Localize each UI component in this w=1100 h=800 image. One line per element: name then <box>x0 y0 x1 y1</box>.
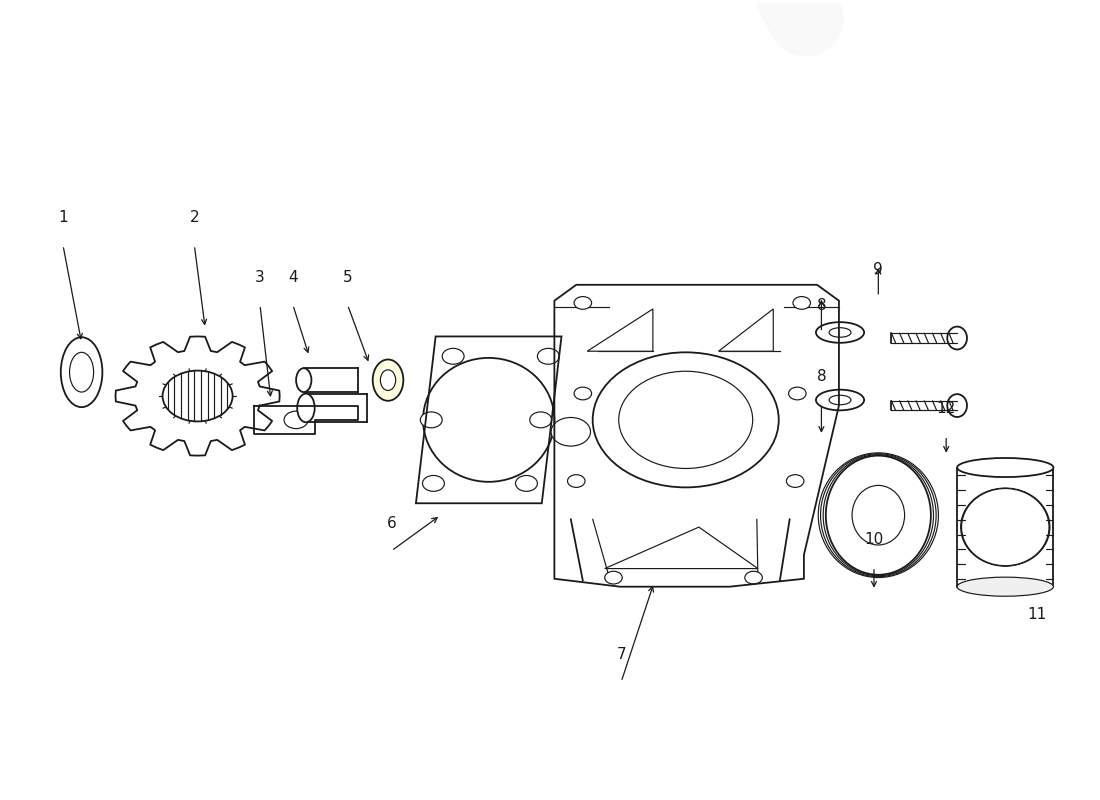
Text: 5: 5 <box>343 270 352 285</box>
Ellipse shape <box>947 326 967 350</box>
Text: 8: 8 <box>816 298 826 313</box>
Circle shape <box>530 412 551 428</box>
Circle shape <box>789 387 806 400</box>
Circle shape <box>420 412 442 428</box>
Text: 2: 2 <box>189 210 199 226</box>
Text: 4: 4 <box>288 270 298 285</box>
Ellipse shape <box>296 368 311 392</box>
Circle shape <box>593 352 779 487</box>
Circle shape <box>538 348 559 364</box>
Text: 10: 10 <box>865 532 883 547</box>
Circle shape <box>551 418 591 446</box>
Circle shape <box>605 571 623 584</box>
Circle shape <box>793 297 811 310</box>
Circle shape <box>574 387 592 400</box>
Circle shape <box>442 348 464 364</box>
Text: 11: 11 <box>1027 607 1047 622</box>
Circle shape <box>422 475 444 491</box>
Circle shape <box>618 371 752 469</box>
Circle shape <box>516 475 538 491</box>
Circle shape <box>163 370 232 422</box>
Ellipse shape <box>373 359 404 401</box>
Circle shape <box>568 474 585 487</box>
Text: 12: 12 <box>936 401 956 416</box>
Ellipse shape <box>947 394 967 417</box>
Circle shape <box>284 411 308 429</box>
Text: 1: 1 <box>58 210 68 226</box>
Ellipse shape <box>957 577 1054 596</box>
Ellipse shape <box>816 322 865 342</box>
Text: 7: 7 <box>616 647 626 662</box>
Ellipse shape <box>381 370 396 390</box>
Polygon shape <box>587 309 653 351</box>
Circle shape <box>745 571 762 584</box>
Text: 9: 9 <box>873 262 883 277</box>
Text: 8: 8 <box>816 369 826 384</box>
Ellipse shape <box>829 395 851 405</box>
Ellipse shape <box>961 489 1049 566</box>
Ellipse shape <box>957 458 1054 477</box>
Polygon shape <box>605 527 758 569</box>
Circle shape <box>786 474 804 487</box>
Polygon shape <box>718 309 773 351</box>
Text: 6: 6 <box>386 516 396 531</box>
Ellipse shape <box>816 390 865 410</box>
Text: 3: 3 <box>255 270 265 285</box>
Ellipse shape <box>961 489 1049 566</box>
Circle shape <box>574 297 592 310</box>
Ellipse shape <box>829 328 851 338</box>
Ellipse shape <box>852 486 904 545</box>
Ellipse shape <box>297 394 315 422</box>
Ellipse shape <box>424 358 554 482</box>
Ellipse shape <box>961 488 1049 566</box>
